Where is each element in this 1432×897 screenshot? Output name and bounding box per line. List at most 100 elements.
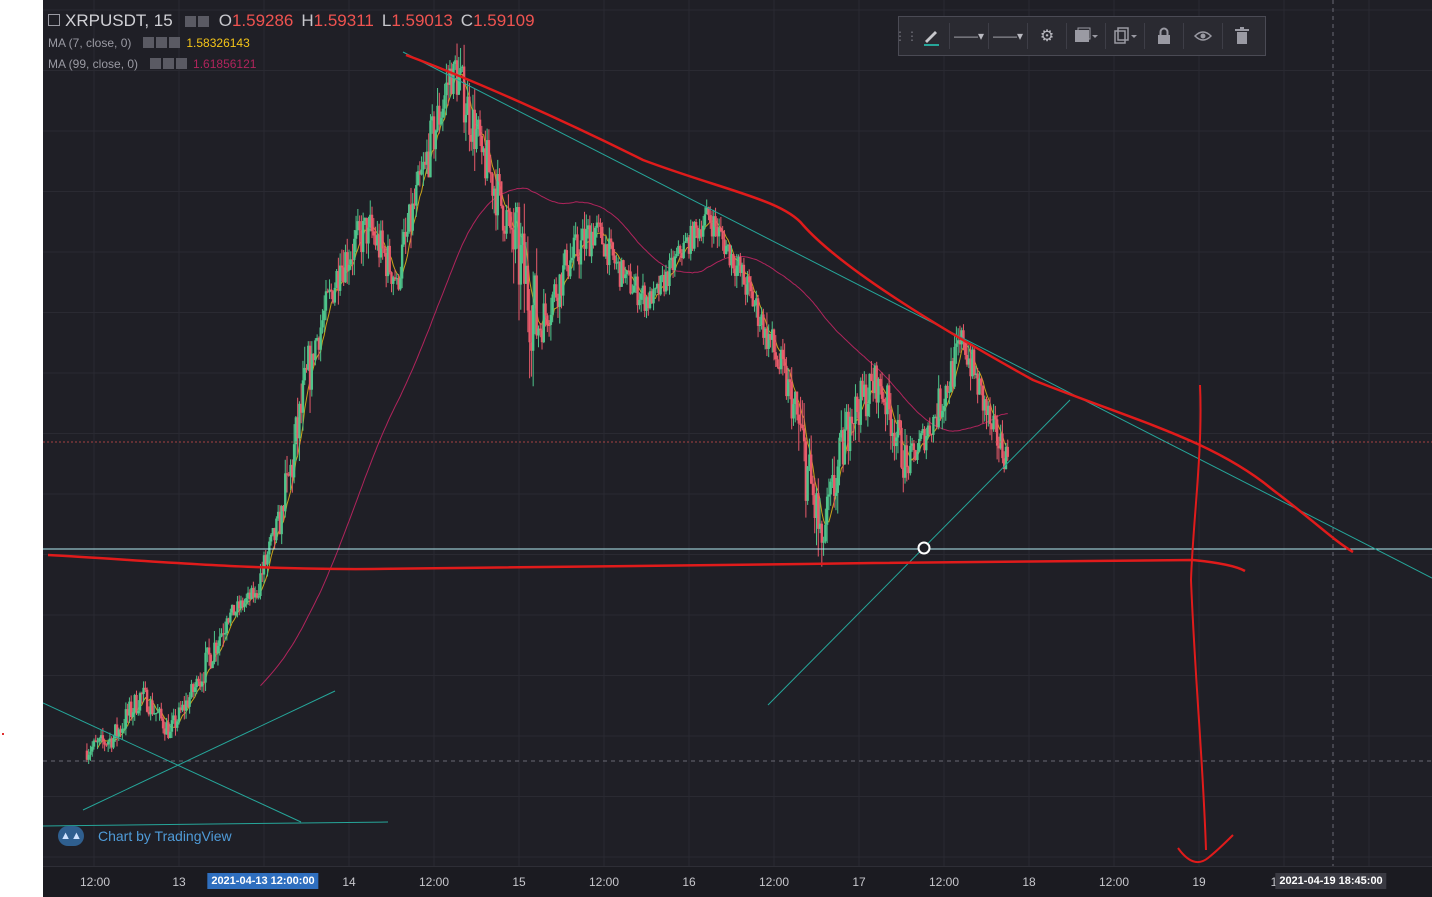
- candle-body: [475, 129, 478, 150]
- candle-body: [416, 171, 420, 186]
- drawing-toolbar[interactable]: ⋮⋮ ——▾ ——▾ ⚙: [894, 16, 1266, 56]
- candle-body: [99, 735, 103, 739]
- candle-body: [542, 303, 545, 343]
- candle-body: [1003, 458, 1006, 470]
- candle-body: [191, 684, 195, 692]
- collapse-legend-icon[interactable]: [48, 14, 60, 26]
- candle-body: [790, 382, 793, 419]
- toolbar-separator: [988, 23, 989, 49]
- candle-body: [190, 684, 193, 698]
- pencil-icon[interactable]: [913, 17, 949, 55]
- price-chart[interactable]: [43, 0, 1432, 866]
- candle-body: [700, 229, 703, 237]
- candle-body: [808, 454, 811, 467]
- candle-body: [223, 633, 227, 635]
- eye-icon[interactable]: [1184, 17, 1222, 55]
- candle-body: [429, 120, 432, 178]
- candle-body: [710, 222, 714, 237]
- candle-body: [843, 429, 847, 465]
- candle-body: [624, 274, 627, 279]
- candle-body: [721, 230, 724, 240]
- gear-small-icon[interactable]: [156, 36, 168, 48]
- cursor-time-tag: 2021-04-19 18:45:00: [1275, 873, 1387, 889]
- candle-body: [133, 694, 136, 713]
- candle-body: [976, 373, 979, 395]
- clone-icon[interactable]: [1106, 17, 1144, 55]
- ma7-settings-icons[interactable]: [143, 36, 182, 50]
- ma99-settings-icons[interactable]: [150, 57, 189, 71]
- user-drawings[interactable]: [43, 0, 1432, 866]
- line-width-icon[interactable]: ——▾: [992, 29, 1024, 43]
- drag-handle-icon[interactable]: ⋮⋮: [894, 29, 918, 43]
- high-value: 1.59311: [313, 11, 374, 30]
- candle-body: [616, 261, 620, 263]
- candle-body: [154, 713, 158, 715]
- candle-body: [677, 245, 680, 254]
- candle-body: [818, 523, 822, 529]
- candle-body: [902, 467, 905, 478]
- gear-small-icon[interactable]: [163, 57, 175, 69]
- time-tick-label: 12:00: [1098, 875, 1130, 889]
- gear-small-icon[interactable]: [197, 16, 209, 27]
- candle-body: [289, 464, 292, 476]
- candle-body: [615, 262, 618, 264]
- candle-body: [928, 425, 932, 435]
- candle-body: [567, 265, 570, 277]
- candle-body: [129, 701, 133, 718]
- candle-body: [767, 333, 770, 349]
- candle-body: [824, 524, 827, 542]
- candle-body: [519, 244, 522, 285]
- candle-body: [852, 423, 855, 425]
- candle-body: [969, 358, 972, 377]
- candle-body: [94, 740, 97, 742]
- candle-body: [647, 297, 650, 309]
- candle-body: [227, 618, 230, 623]
- candle-body: [817, 493, 820, 529]
- candle-body: [443, 95, 446, 109]
- close-small-icon[interactable]: [169, 36, 181, 48]
- time-axis[interactable]: 12:00 13 14 12:00 15 12:00 16 12:00 17 12:00 18 12:…: [43, 866, 1432, 897]
- chart-area[interactable]: XRPUSDT, 15 O 1.59286 H 1.59311 L 1.59013 C…: [43, 0, 1432, 866]
- gear-icon[interactable]: ⚙: [1039, 28, 1055, 45]
- candle-body: [183, 704, 186, 711]
- symbol-settings-icons[interactable]: [184, 11, 211, 31]
- tradingview-watermark[interactable]: ▲▲ Chart by TradingView: [58, 826, 232, 846]
- candle-body: [101, 735, 105, 742]
- eye-small-icon[interactable]: [150, 57, 162, 69]
- ascending-trendline: [767, 399, 1071, 706]
- candle-body: [537, 328, 540, 336]
- candle-body: [462, 66, 466, 123]
- candle-body: [457, 73, 460, 95]
- eye-small-icon[interactable]: [184, 16, 196, 27]
- line-style-icon[interactable]: ——▾: [953, 29, 985, 43]
- candle-body: [498, 174, 501, 182]
- candle-body: [261, 573, 264, 575]
- candle-body: [556, 297, 560, 307]
- candle-body: [726, 244, 730, 246]
- candle-body: [92, 740, 96, 747]
- candle-body: [760, 314, 763, 326]
- trash-icon[interactable]: [1223, 17, 1261, 55]
- candle-body: [900, 427, 903, 468]
- candle-body: [923, 429, 926, 451]
- candle-body: [870, 373, 873, 382]
- candle-body: [907, 467, 910, 474]
- candle-body: [871, 381, 875, 394]
- candle-body: [108, 738, 112, 742]
- candle-body: [468, 96, 471, 135]
- candle-body: [420, 169, 423, 175]
- eye-small-icon[interactable]: [143, 36, 155, 48]
- fill-icon[interactable]: [1067, 17, 1105, 55]
- candle-body: [703, 214, 707, 226]
- lock-icon[interactable]: [1145, 17, 1183, 55]
- candle-body: [168, 731, 172, 738]
- candle-body: [524, 265, 528, 284]
- tradingview-logo-icon: ▲▲: [58, 826, 84, 846]
- candle-body: [533, 275, 537, 306]
- time-tick-label: 19: [1192, 875, 1206, 889]
- close-small-icon[interactable]: [176, 57, 188, 69]
- candle-body: [733, 268, 737, 276]
- candle-body: [730, 254, 733, 266]
- candle-body: [949, 361, 953, 392]
- candle-body: [825, 496, 829, 525]
